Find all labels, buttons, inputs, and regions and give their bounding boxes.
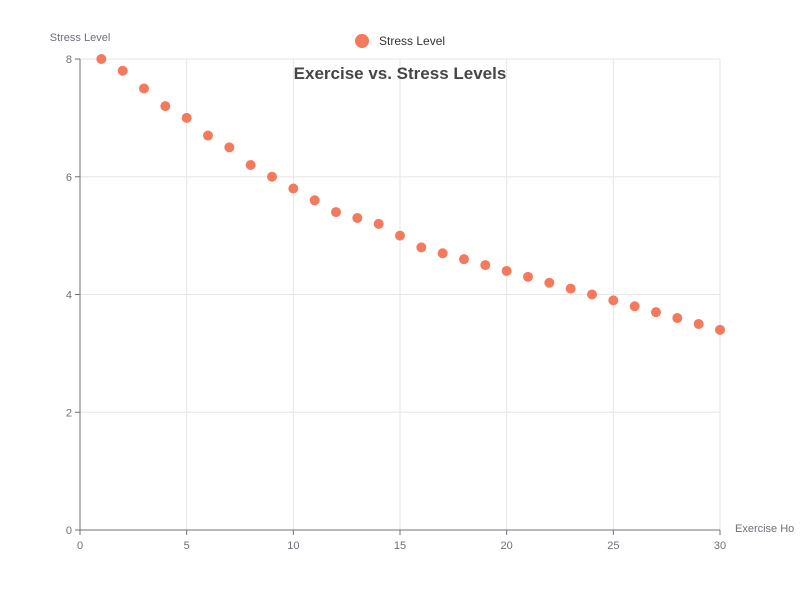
x-tick-label: 30: [714, 540, 726, 552]
data-point[interactable]: [245, 159, 256, 170]
data-point[interactable]: [715, 324, 725, 335]
x-tick-label: 25: [607, 540, 619, 552]
data-point[interactable]: [672, 313, 683, 324]
data-point[interactable]: [587, 289, 597, 300]
x-tick-label: 0: [77, 540, 83, 552]
data-point[interactable]: [224, 142, 235, 153]
y-tick-label: 2: [66, 407, 72, 419]
data-point[interactable]: [565, 283, 576, 294]
y-axis-title: Stress Level: [50, 32, 111, 44]
data-point[interactable]: [309, 195, 320, 206]
x-axis-ticks: 0 5 10 15 20 25 30: [77, 530, 726, 552]
data-points: [96, 54, 725, 335]
data-point[interactable]: [288, 183, 299, 194]
data-point[interactable]: [160, 101, 171, 112]
data-point[interactable]: [181, 112, 192, 123]
data-point[interactable]: [416, 242, 427, 253]
legend-marker-icon[interactable]: [355, 34, 369, 48]
x-tick-label: 20: [501, 540, 513, 552]
data-point[interactable]: [117, 65, 128, 76]
y-tick-label: 0: [66, 525, 72, 537]
chart-title: Exercise vs. Stress Levels: [294, 64, 507, 83]
grid: [80, 58, 721, 530]
data-point[interactable]: [96, 54, 107, 64]
data-point[interactable]: [608, 295, 619, 306]
legend[interactable]: Stress Level: [355, 34, 445, 48]
data-point[interactable]: [373, 218, 384, 229]
data-point[interactable]: [693, 318, 704, 329]
y-tick-label: 4: [66, 290, 72, 302]
data-point[interactable]: [352, 212, 363, 223]
data-point[interactable]: [139, 83, 149, 94]
data-point[interactable]: [203, 130, 213, 141]
y-axis-ticks: 0 2 4 6 8: [66, 54, 80, 537]
x-tick-label: 10: [287, 540, 299, 552]
y-tick-label: 8: [66, 54, 72, 66]
y-tick-label: 6: [66, 172, 72, 184]
x-tick-label: 5: [184, 540, 190, 552]
x-axis-title: Exercise Ho: [735, 523, 794, 535]
x-tick-label: 15: [394, 540, 406, 552]
data-point[interactable]: [523, 271, 533, 282]
data-point[interactable]: [651, 307, 661, 318]
data-point[interactable]: [480, 260, 491, 271]
data-point[interactable]: [331, 207, 341, 218]
data-point[interactable]: [267, 171, 277, 182]
data-point[interactable]: [544, 277, 555, 288]
data-point[interactable]: [437, 248, 448, 259]
legend-label[interactable]: Stress Level: [379, 34, 445, 48]
data-point[interactable]: [395, 230, 405, 241]
data-point[interactable]: [459, 254, 469, 265]
data-point[interactable]: [501, 265, 512, 276]
data-point[interactable]: [629, 301, 640, 312]
